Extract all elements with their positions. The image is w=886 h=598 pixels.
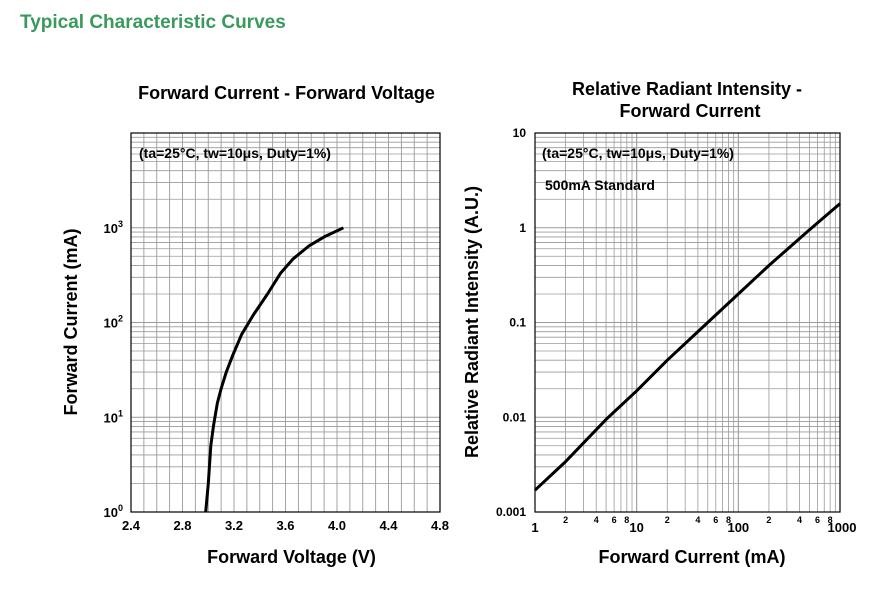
chart2-y-tick-label: 10 [513, 126, 527, 140]
chart2-x-minor-tick-label: 6 [612, 515, 617, 525]
chart2-y-tick-label: 1 [519, 221, 526, 235]
chart2-x-minor-tick-label: 8 [726, 515, 731, 525]
chart1-y-tick-label: 100 [104, 503, 123, 520]
chart1-y-axis-label: Forward Current (mA) [61, 228, 81, 415]
chart1-condition-label: (ta=25°C, tw=10μs, Duty=1%) [139, 145, 331, 161]
chart1-title: Forward Current - Forward Voltage [138, 83, 435, 103]
chart2-x-minor-tick-label: 4 [797, 515, 802, 525]
chart2-x-axis-label: Forward Current (mA) [598, 547, 785, 567]
chart1-x-tick-label: 2.4 [122, 518, 141, 533]
chart2-x-tick-label: 100 [727, 520, 749, 535]
chart2-x-minor-tick-label: 4 [594, 515, 599, 525]
chart1-series [204, 226, 345, 513]
chart1-x-tick-label: 4.0 [328, 518, 346, 533]
chart2-x-minor-tick-label: 2 [766, 515, 771, 525]
chart1-x-tick-label: 4.8 [431, 518, 449, 533]
chart1-x-tick-label: 3.2 [225, 518, 243, 533]
chart2-x-minor-tick-label: 6 [713, 515, 718, 525]
chart2-series [533, 202, 841, 492]
chart1-grid [131, 133, 440, 512]
chart2-grid [535, 133, 840, 512]
chart1-y-tick-label: 102 [104, 314, 123, 331]
chart1-tick-labels: 2.4 2.8 3.2 3.6 4.0 4.4 4.8 100 101 102 103 [104, 219, 450, 533]
chart2-x-minor-tick-label: 6 [815, 515, 820, 525]
chart2-series-line [533, 202, 841, 492]
chart1-x-axis-label: Forward Voltage (V) [207, 547, 376, 567]
chart2-title-line1: Relative Radiant Intensity - [572, 79, 802, 99]
chart2-y-axis-label: Relative Radiant Intensity (A.U.) [462, 186, 482, 458]
chart2-x-minor-tick-label: 4 [695, 515, 700, 525]
chart2-x-minor-tick-label: 8 [828, 515, 833, 525]
chart2-plot-frame [534, 132, 841, 513]
chart1-y-tick-label: 101 [104, 408, 123, 425]
chart1-x-tick-label: 2.8 [173, 518, 191, 533]
chart2-x-tick-label: 1 [531, 520, 538, 535]
section-title: Typical Characteristic Curves [20, 12, 286, 33]
chart1-y-tick-label: 103 [104, 219, 123, 236]
chart2-title-line2: Forward Current [619, 101, 760, 121]
chart2-x-tick-label: 10 [629, 520, 643, 535]
chart2-condition-label: (ta=25°C, tw=10μs, Duty=1%) [542, 145, 734, 161]
chart2-y-tick-label: 0.1 [509, 316, 526, 330]
chart2-x-minor-tick-label: 2 [665, 515, 670, 525]
chart1-plot-frame [130, 132, 441, 513]
chart2-y-tick-label: 0.01 [503, 410, 527, 424]
chart2-annotation: 500mA Standard [545, 177, 655, 193]
chart2-x-minor-tick-label: 8 [624, 515, 629, 525]
chart2-y-tick-label: 0.001 [496, 505, 526, 519]
chart1-x-tick-label: 4.4 [379, 518, 398, 533]
chart2-x-minor-tick-label: 2 [563, 515, 568, 525]
chart2-x-tick-label: 1000 [828, 520, 857, 535]
chart1-series-line [204, 226, 345, 513]
chart-forward-current-voltage: Forward Current - Forward Voltage (ta=25… [61, 83, 449, 567]
chart1-x-tick-label: 3.6 [276, 518, 294, 533]
chart-radiant-intensity-current: Relative Radiant Intensity - Forward Cur… [462, 79, 856, 567]
